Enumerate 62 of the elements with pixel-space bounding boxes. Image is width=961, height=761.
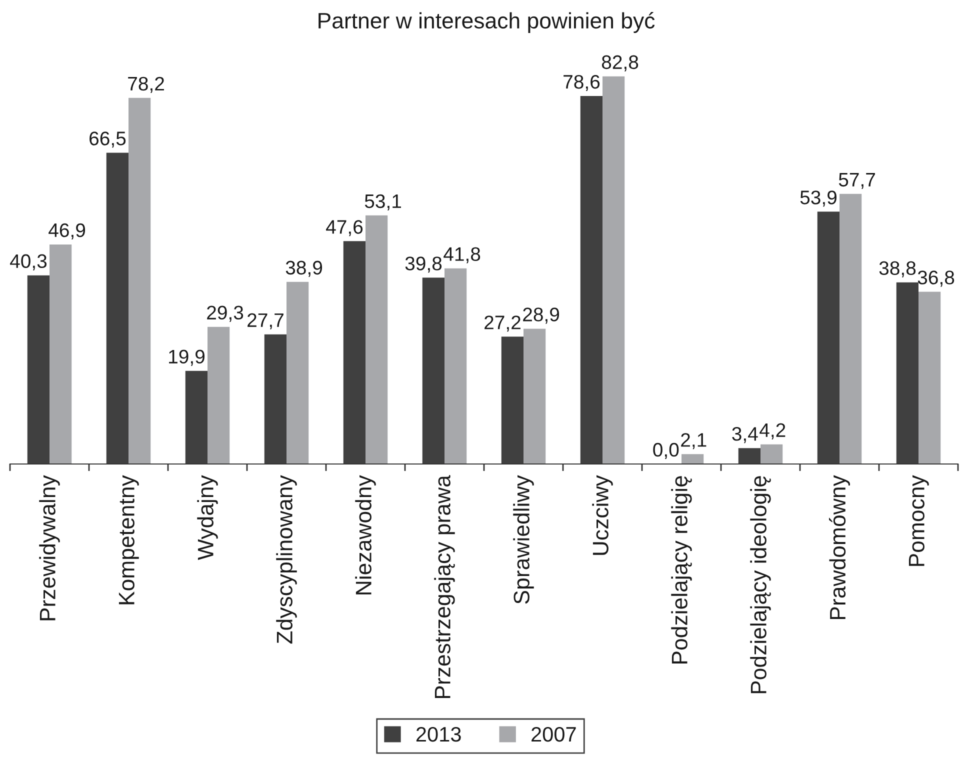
bar	[444, 268, 467, 464]
data-label: 82,8	[602, 55, 638, 72]
x-tick-label: Sprawiedliwy	[513, 475, 534, 604]
x-tick-label: Zdyscyplinowany	[276, 475, 297, 644]
x-tick-label: Podzielający ideologię	[750, 476, 771, 694]
x-tick-label: Przewidywalny	[39, 475, 60, 620]
bar	[366, 215, 388, 464]
bar	[501, 336, 524, 464]
data-label: 0,0	[653, 442, 679, 459]
chart-title: Partner w interesach powinien być	[318, 12, 655, 33]
data-label: 27,2	[484, 316, 520, 332]
data-label: 19,9	[169, 350, 204, 366]
bar	[208, 326, 230, 464]
bar	[343, 241, 366, 464]
bar	[524, 328, 546, 464]
bar	[286, 282, 309, 464]
bar	[264, 334, 286, 464]
data-label: 41,8	[444, 247, 480, 264]
x-tick-label: Wydajny	[197, 475, 218, 560]
x-tick-label: Prawdomówny	[829, 475, 850, 620]
data-label: 78,6	[564, 74, 600, 92]
bar	[760, 444, 783, 464]
data-label: 39,8	[405, 256, 442, 273]
bar	[896, 282, 918, 464]
bar	[50, 244, 72, 464]
data-label: 78,2	[128, 76, 164, 93]
x-tick-label: Uczciwy	[592, 475, 613, 555]
data-label: 4,2	[760, 423, 786, 440]
data-label: 57,7	[838, 173, 875, 189]
bar	[422, 278, 444, 464]
data-label: 47,6	[326, 220, 363, 236]
data-label: 38,8	[879, 261, 916, 278]
x-tick-label: Przestrzegający prawa	[434, 475, 455, 698]
x-tick-label: Podzielający religię	[671, 476, 692, 664]
bar	[27, 275, 50, 464]
data-label: 53,1	[364, 194, 402, 210]
data-label: 53,9	[800, 190, 836, 207]
bar	[840, 194, 862, 464]
bar	[602, 76, 625, 464]
bar	[185, 370, 208, 464]
x-tick-label: Niezawodny	[355, 475, 376, 594]
data-label: 46,9	[48, 223, 86, 240]
data-label: 38,9	[286, 260, 322, 277]
x-tick-label: Kompetentny	[118, 475, 139, 604]
bar	[918, 292, 941, 464]
data-label: 36,8	[918, 270, 954, 287]
data-label: 2,1	[681, 433, 706, 450]
bar	[682, 454, 704, 464]
data-label: 40,3	[10, 254, 47, 270]
legend-label: 2013	[416, 726, 461, 742]
data-label: 27,7	[248, 313, 284, 330]
bar	[580, 96, 602, 464]
bar	[106, 152, 128, 464]
legend-label: 2007	[532, 726, 576, 742]
data-label: 28,9	[523, 308, 560, 324]
data-label: 3,4	[732, 427, 758, 444]
bar	[817, 212, 840, 464]
data-label: 66,5	[90, 132, 126, 148]
x-tick-label: Pomocny	[908, 475, 929, 566]
bar	[738, 448, 760, 464]
data-label: 29,3	[207, 306, 244, 322]
bar	[128, 98, 151, 464]
